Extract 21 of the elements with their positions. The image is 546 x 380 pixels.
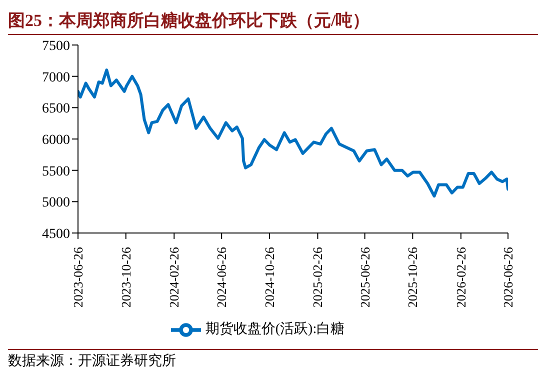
y-tick-label: 6500 [42,102,70,117]
legend-label: 期货收盘价(活跃):白糖 [205,322,345,338]
y-tick-label: 7000 [42,70,70,86]
x-tick-label: 2025-02-26 [310,246,326,308]
source-note: 数据来源：开源证券研究所 [8,349,538,370]
y-tick-label: 5000 [42,196,70,211]
x-tick-label: 2026-06-26 [500,246,516,308]
y-tick-label: 5500 [42,164,70,180]
x-tick-label: 2025-06-26 [357,246,372,308]
x-tick-label: 2023-10-26 [118,246,134,308]
chart-title: 图25：本周郑商所白糖收盘价环比下跌（元/吨） [8,8,538,35]
x-tick-label: 2024-06-26 [214,246,230,308]
y-tick-label: 6000 [42,132,70,148]
y-tick-label: 7500 [42,38,70,54]
x-tick-label: 2025-10-26 [405,246,420,308]
x-tick-label: 2026-02-26 [453,246,468,308]
x-tick-label: 2023-06-26 [70,246,86,308]
y-tick-label: 4500 [42,226,70,242]
line-series [78,68,508,198]
x-tick-label: 2024-02-26 [166,246,182,308]
x-tick-label: 2024-10-26 [262,246,277,308]
